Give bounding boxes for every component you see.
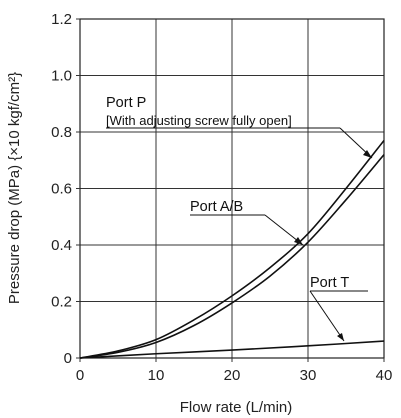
series-line-port-p: [79, 139, 385, 359]
tick-labels: 0 10 20 30 40 0 0.2 0.4 0.6 0.8 1.0 1.2: [51, 11, 392, 384]
label-port-p: Port P: [106, 95, 146, 111]
y-tick-label: 0.4: [51, 237, 72, 254]
x-tick-label: 10: [148, 367, 165, 384]
y-axis-title: Pressure drop (MPa) {×10 kgf/cm²}: [6, 72, 23, 304]
y-tick-label: 0.6: [51, 181, 72, 198]
label-port-ab: Port A/B: [190, 199, 243, 215]
label-port-t: Port T: [310, 275, 349, 291]
arrowhead-port-ab: [294, 237, 303, 245]
annotations: Port P [With adjusting screw fully open]…: [106, 95, 373, 342]
series-line-port-a-b: [79, 154, 385, 359]
arrowhead-port-t: [337, 333, 344, 341]
x-tick-label: 20: [224, 367, 241, 384]
series-line-port-t: [79, 340, 385, 359]
x-tick-label: 30: [300, 367, 317, 384]
y-tick-label: 1.2: [51, 11, 72, 28]
x-tick-label: 40: [376, 367, 393, 384]
arrowhead-port-p: [363, 150, 372, 158]
y-tick-label: 1.0: [51, 68, 72, 85]
series-lines: [79, 139, 385, 359]
y-tick-label: 0: [64, 350, 72, 367]
label-port-p-note: [With adjusting screw fully open]: [106, 113, 292, 128]
y-tick-label: 0.8: [51, 124, 72, 141]
leader-port-t: [309, 290, 345, 342]
x-axis-title: Flow rate (L/min): [180, 399, 293, 416]
x-tick-label: 0: [76, 367, 84, 384]
grid: [80, 19, 384, 358]
y-tick-label: 0.2: [51, 294, 72, 311]
